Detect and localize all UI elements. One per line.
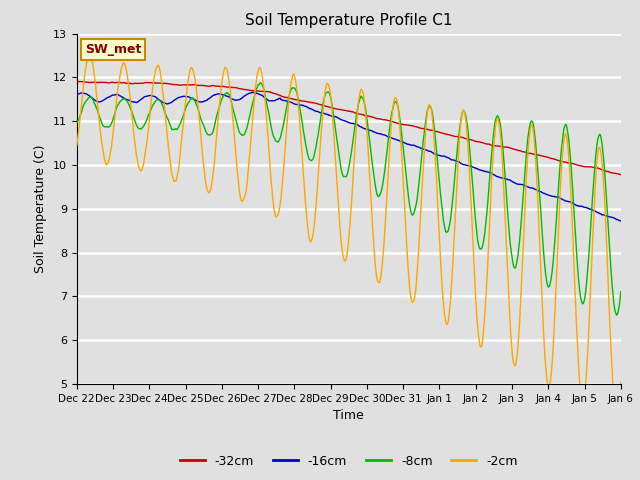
X-axis label: Time: Time	[333, 409, 364, 422]
Title: Soil Temperature Profile C1: Soil Temperature Profile C1	[245, 13, 452, 28]
Y-axis label: Soil Temperature (C): Soil Temperature (C)	[35, 144, 47, 273]
Text: SW_met: SW_met	[85, 43, 141, 56]
Legend: -32cm, -16cm, -8cm, -2cm: -32cm, -16cm, -8cm, -2cm	[175, 450, 523, 473]
